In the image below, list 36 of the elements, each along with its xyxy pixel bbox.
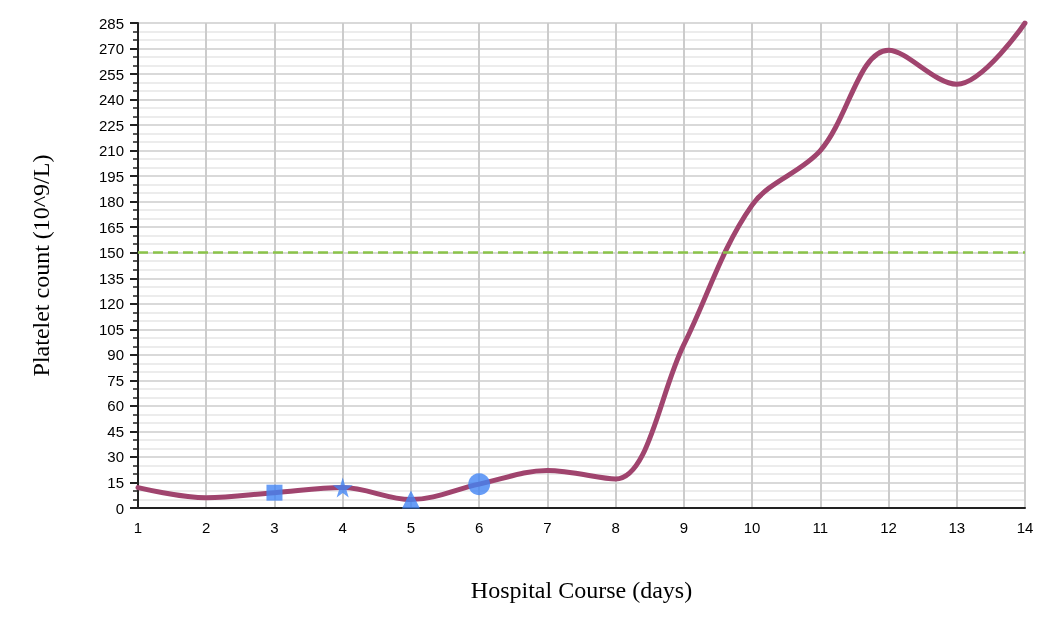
y-tick-label: 60 <box>107 397 124 415</box>
x-tick-label: 10 <box>743 519 761 536</box>
x-tick-label: 4 <box>338 519 347 536</box>
y-axis-title: Platelet count (10^9/L) <box>28 154 54 377</box>
y-tick-label: 30 <box>107 448 124 466</box>
x-tick-label: 2 <box>202 519 211 536</box>
x-tick-label: 7 <box>543 519 552 536</box>
x-tick-label: 11 <box>812 519 829 536</box>
y-tick-label: 225 <box>98 116 124 134</box>
y-tick-label: 90 <box>107 346 124 364</box>
x-tick-label: 8 <box>611 519 620 536</box>
x-tick-label: 6 <box>474 519 484 536</box>
x-tick-label: 5 <box>406 519 416 536</box>
x-tick-label: 13 <box>948 519 966 536</box>
y-tick-label: 270 <box>98 40 124 58</box>
y-tick-label: 15 <box>107 473 124 491</box>
y-tick-label: 255 <box>98 65 124 83</box>
x-axis-title: Hospital Course (days) <box>470 577 693 603</box>
y-tick-label: 135 <box>98 269 124 287</box>
y-tick-label: 120 <box>98 295 124 313</box>
y-tick-label: 45 <box>107 422 124 440</box>
y-tick-label: 240 <box>98 91 124 109</box>
x-tick-label: 14 <box>1016 519 1034 536</box>
y-tick-label: 210 <box>98 142 124 160</box>
x-tick-label: 3 <box>270 519 279 536</box>
y-tick-label: 150 <box>98 244 124 262</box>
y-tick-label: 165 <box>98 218 124 236</box>
x-tick-label: 9 <box>679 519 689 536</box>
y-tick-label: 105 <box>98 320 124 338</box>
x-tick-label: 12 <box>880 519 897 536</box>
y-tick-label: 195 <box>98 167 124 185</box>
y-tick-label: 285 <box>98 14 124 32</box>
x-tick-label: 1 <box>133 519 143 536</box>
y-tick-label: 75 <box>107 371 124 389</box>
y-tick-label: 180 <box>98 193 124 211</box>
y-tick-label: 0 <box>115 499 124 517</box>
